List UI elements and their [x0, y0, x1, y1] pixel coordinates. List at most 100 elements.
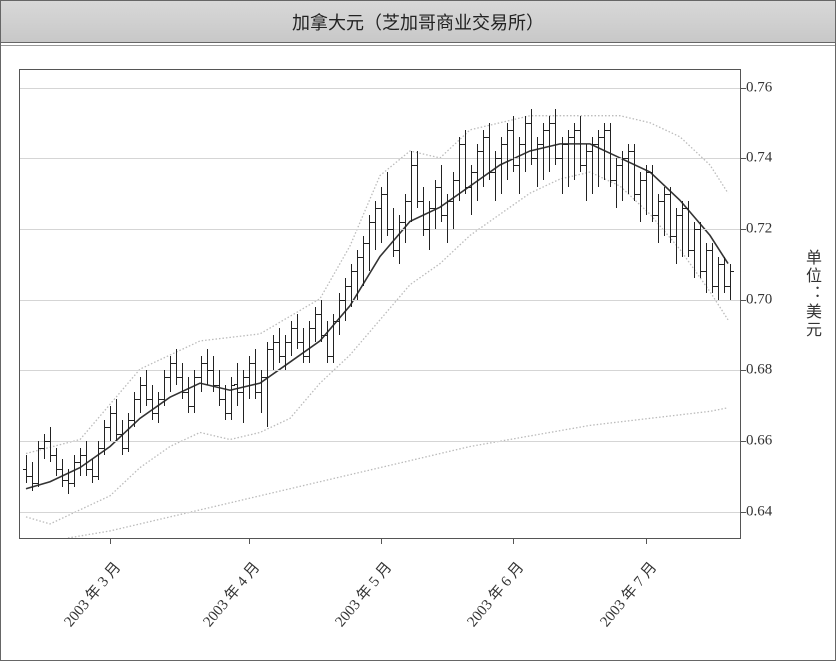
ohlc-bar [694, 222, 695, 279]
ohlc-open-tick [438, 187, 441, 188]
ohlc-open-tick [601, 137, 604, 138]
ohlc-bar [459, 137, 460, 201]
ohlc-bar [273, 335, 274, 370]
ohlc-bar [495, 151, 496, 200]
ohlc-bar [188, 377, 189, 412]
ohlc-open-tick [637, 194, 640, 195]
ohlc-bar [513, 116, 514, 173]
ohlc-bar [688, 201, 689, 258]
ohlc-bar [676, 208, 677, 265]
ohlc-open-tick [137, 399, 140, 400]
ohlc-bar [616, 158, 617, 207]
ohlc-open-tick [47, 441, 50, 442]
ohlc-bar [327, 321, 328, 363]
ohlc-bar [219, 370, 220, 405]
ohlc-open-tick [282, 356, 285, 357]
ohlc-bar [279, 328, 280, 363]
ohlc-open-tick [534, 158, 537, 159]
xtick-label: 2003 年 3 月 [59, 557, 126, 631]
ohlc-open-tick [65, 480, 68, 481]
chart-title: 加拿大元（芝加哥商业交易所） [292, 9, 544, 35]
ohlc-bar [201, 356, 202, 391]
gridline [20, 158, 740, 159]
xtick-label: 2003 年 7 月 [594, 557, 661, 631]
ohlc-bar [622, 151, 623, 200]
ohlc-open-tick [113, 413, 116, 414]
ohlc-bar [634, 144, 635, 201]
xtick-mark [249, 538, 250, 544]
ohlc-open-tick [408, 201, 411, 202]
ytick-label: 0.74 [746, 150, 790, 167]
ohlc-open-tick [348, 286, 351, 287]
ohlc-bar [261, 370, 262, 412]
ohlc-open-tick [661, 201, 664, 202]
ohlc-open-tick [432, 208, 435, 209]
ytick-label: 0.70 [746, 291, 790, 308]
xtick-mark [646, 538, 647, 544]
ohlc-bar [38, 441, 39, 487]
ohlc-open-tick [59, 469, 62, 470]
ohlc-bar [182, 363, 183, 398]
ohlc-open-tick [210, 370, 213, 371]
ohlc-bar [610, 123, 611, 187]
long-ma-line [68, 408, 728, 538]
ohlc-open-tick [492, 172, 495, 173]
ohlc-open-tick [474, 172, 477, 173]
ohlc-bar [140, 377, 141, 412]
ohlc-open-tick [510, 130, 513, 131]
ohlc-open-tick [258, 392, 261, 393]
ohlc-open-tick [125, 448, 128, 449]
ohlc-bar [32, 462, 33, 490]
ohlc-open-tick [414, 165, 417, 166]
ohlc-open-tick [119, 434, 122, 435]
ohlc-open-tick [131, 420, 134, 421]
ohlc-open-tick [83, 455, 86, 456]
ohlc-open-tick [372, 222, 375, 223]
ohlc-bar [706, 243, 707, 292]
ohlc-open-tick [234, 384, 237, 385]
ohlc-open-tick [480, 151, 483, 152]
ohlc-bar [562, 137, 563, 194]
ohlc-bar [207, 349, 208, 384]
ohlc-bar [604, 123, 605, 180]
ohlc-open-tick [53, 455, 56, 456]
ohlc-open-tick [312, 328, 315, 329]
middle-ma-line [26, 144, 728, 489]
ohlc-open-tick [721, 264, 724, 265]
ohlc-bar [483, 130, 484, 187]
ohlc-open-tick [77, 462, 80, 463]
ohlc-open-tick [516, 165, 519, 166]
ohlc-open-tick [300, 342, 303, 343]
ohlc-bar [345, 278, 346, 320]
xtick-mark [513, 538, 514, 544]
ohlc-bar [351, 264, 352, 306]
ohlc-bar [555, 109, 556, 166]
ohlc-bar [116, 399, 117, 441]
ohlc-bar [285, 335, 286, 370]
ohlc-bar [369, 215, 370, 272]
ohlc-open-tick [228, 413, 231, 414]
ohlc-open-tick [565, 144, 568, 145]
ohlc-bar [652, 165, 653, 222]
ohlc-bar [44, 434, 45, 459]
ohlc-open-tick [613, 180, 616, 181]
ohlc-bar [700, 222, 701, 279]
ohlc-open-tick [691, 250, 694, 251]
ohlc-open-tick [360, 257, 363, 258]
ohlc-open-tick [198, 377, 201, 378]
ohlc-open-tick [583, 165, 586, 166]
ohlc-bar [465, 130, 466, 194]
ohlc-bar [26, 455, 27, 483]
ohlc-bar [664, 187, 665, 236]
ohlc-bar [399, 215, 400, 264]
ohlc-open-tick [444, 215, 447, 216]
ohlc-open-tick [330, 356, 333, 357]
ohlc-bar [309, 321, 310, 363]
ohlc-bar [321, 300, 322, 342]
ohlc-bar [682, 201, 683, 258]
ohlc-open-tick [528, 123, 531, 124]
ohlc-open-tick [679, 215, 682, 216]
ohlc-open-tick [486, 137, 489, 138]
plot-box: 0.640.660.680.700.720.740.76 [19, 69, 741, 539]
ohlc-bar [375, 201, 376, 250]
